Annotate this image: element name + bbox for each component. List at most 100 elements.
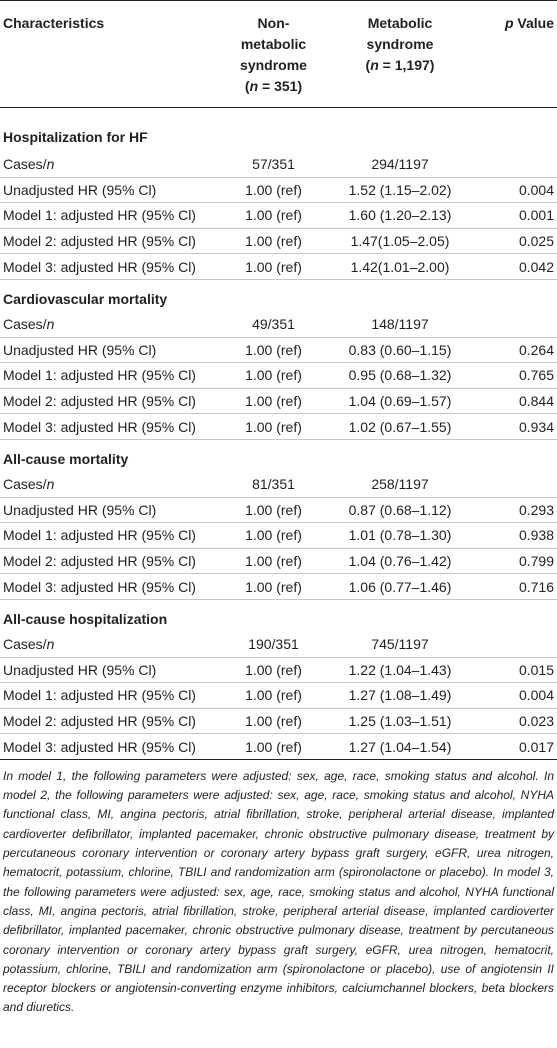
- row-label: Model 1: adjusted HR (95% Cl): [3, 687, 196, 704]
- row-label: Model 1: adjusted HR (95% Cl): [3, 527, 196, 544]
- non-metabolic-value: 57/351: [222, 152, 325, 178]
- table-row: Model 1: adjusted HR (95% Cl) 1.00 (ref) 1…: [0, 522, 557, 549]
- row-label: Cases/: [3, 156, 47, 173]
- non-metabolic-value: 1.00 (ref): [222, 337, 325, 364]
- header-non-metabolic-n-open: (: [244, 78, 250, 94]
- non-metabolic-value: 1.00 (ref): [222, 733, 325, 760]
- table-row: Model 2: adjusted HR (95% Cl) 1.00 (ref) 1…: [0, 548, 557, 575]
- header-p-value-label: Value: [513, 15, 554, 31]
- row-label-cell: Model 1: adjusted HR (95% Cl): [0, 682, 222, 709]
- row-label: Cases/: [3, 476, 47, 493]
- metabolic-value: 0.95 (0.68–1.32): [325, 362, 475, 389]
- p-value: 0.004: [475, 682, 557, 709]
- p-value: 0.023: [475, 708, 557, 735]
- table-row: Unadjusted HR (95% Cl) 1.00 (ref) 0.87 (0.…: [0, 497, 557, 524]
- table-row: Model 3: adjusted HR (95% Cl) 1.00 (ref) 1…: [0, 253, 557, 280]
- table-row: Cases/n 57/351 294/1197: [0, 152, 557, 178]
- row-label-cell: Cases/n: [0, 471, 222, 498]
- row-label-cell: Model 3: adjusted HR (95% Cl): [0, 413, 222, 440]
- row-label-cell: Model 2: adjusted HR (95% Cl): [0, 228, 222, 255]
- p-value: 0.844: [475, 388, 557, 415]
- non-metabolic-value: 1.00 (ref): [222, 573, 325, 600]
- row-label: Unadjusted HR (95% Cl): [3, 341, 157, 358]
- header-non-metabolic-line2: metabolic: [240, 36, 307, 52]
- table-row: Model 2: adjusted HR (95% Cl) 1.00 (ref) 1…: [0, 228, 557, 255]
- section-header-row: Hospitalization for HF: [0, 108, 557, 153]
- row-label-cell: Model 3: adjusted HR (95% Cl): [0, 573, 222, 600]
- non-metabolic-value: 81/351: [222, 471, 325, 498]
- section-title: All-cause mortality: [3, 450, 129, 467]
- header-p-value: p Value: [475, 0, 557, 108]
- table-row: Model 1: adjusted HR (95% Cl) 1.00 (ref) 1…: [0, 202, 557, 229]
- p-value: [475, 471, 557, 498]
- table-row: Model 3: adjusted HR (95% Cl) 1.00 (ref) 1…: [0, 573, 557, 600]
- table-header: Characteristics Non- metabolic syndrome …: [0, 0, 557, 108]
- row-label-cell: Unadjusted HR (95% Cl): [0, 497, 222, 524]
- section-title: Cardiovascular mortality: [3, 290, 168, 307]
- non-metabolic-value: 1.00 (ref): [222, 253, 325, 280]
- metabolic-value: 0.87 (0.68–1.12): [325, 497, 475, 524]
- table-body: Hospitalization for HF Cases/n 57/351 294/1…: [0, 108, 557, 760]
- header-p-italic: p: [504, 15, 514, 31]
- row-label: Model 2: adjusted HR (95% Cl): [3, 553, 196, 570]
- p-value: [475, 152, 557, 178]
- non-metabolic-value: 1.00 (ref): [222, 228, 325, 255]
- header-metabolic-line1: Metabolic: [367, 15, 433, 31]
- row-label-cell: Model 1: adjusted HR (95% Cl): [0, 522, 222, 549]
- row-label: Cases/: [3, 636, 47, 653]
- metabolic-value: 1.02 (0.67–1.55): [325, 413, 475, 440]
- metabolic-value: 1.01 (0.78–1.30): [325, 522, 475, 549]
- row-label: Model 3: adjusted HR (95% Cl): [3, 738, 196, 755]
- p-value: 0.716: [475, 573, 557, 600]
- metabolic-value: 1.60 (1.20–2.13): [325, 202, 475, 229]
- header-metabolic-n-open: (: [365, 57, 371, 73]
- metabolic-value: 1.27 (1.08–1.49): [325, 682, 475, 709]
- header-non-metabolic-line1: Non-: [257, 15, 290, 31]
- metabolic-value: 1.47(1.05–2.05): [325, 228, 475, 255]
- header-non-metabolic-line3: syndrome: [240, 57, 307, 73]
- p-value: 0.765: [475, 362, 557, 389]
- non-metabolic-value: 1.00 (ref): [222, 362, 325, 389]
- section-title: All-cause hospitalization: [3, 610, 168, 627]
- non-metabolic-value: 1.00 (ref): [222, 708, 325, 735]
- header-metabolic-n-value: = 1,197): [378, 57, 435, 73]
- row-label: Unadjusted HR (95% Cl): [3, 501, 157, 518]
- header-characteristics: Characteristics: [0, 0, 222, 108]
- metabolic-value: 294/1197: [325, 152, 475, 178]
- p-value: 0.004: [475, 177, 557, 204]
- row-label: Model 1: adjusted HR (95% Cl): [3, 367, 196, 384]
- p-value: [475, 311, 557, 338]
- p-value: 0.264: [475, 337, 557, 364]
- results-table-container: Characteristics Non- metabolic syndrome …: [0, 0, 557, 1014]
- p-value: [475, 631, 557, 658]
- p-value: 0.001: [475, 202, 557, 229]
- row-label-cell: Unadjusted HR (95% Cl): [0, 657, 222, 684]
- row-label-italic: n: [46, 476, 55, 493]
- table-row: Model 1: adjusted HR (95% Cl) 1.00 (ref) 0…: [0, 362, 557, 389]
- metabolic-value: 1.22 (1.04–1.43): [325, 657, 475, 684]
- section-header-row: Cardiovascular mortality: [0, 279, 557, 312]
- table-row: Model 3: adjusted HR (95% Cl) 1.00 (ref) 1…: [0, 413, 557, 440]
- table-row: Model 2: adjusted HR (95% Cl) 1.00 (ref) 1…: [0, 388, 557, 415]
- p-value: 0.017: [475, 733, 557, 760]
- p-value: 0.799: [475, 548, 557, 575]
- row-label: Model 2: adjusted HR (95% Cl): [3, 233, 196, 250]
- table-row: Cases/n 49/351 148/1197: [0, 311, 557, 338]
- row-label-cell: Unadjusted HR (95% Cl): [0, 177, 222, 204]
- row-label-cell: Model 1: adjusted HR (95% Cl): [0, 362, 222, 389]
- row-label-cell: Unadjusted HR (95% Cl): [0, 337, 222, 364]
- hazard-ratio-table: Characteristics Non- metabolic syndrome …: [0, 0, 557, 760]
- p-value: 0.042: [475, 253, 557, 280]
- row-label: Model 2: adjusted HR (95% Cl): [3, 712, 196, 729]
- non-metabolic-value: 49/351: [222, 311, 325, 338]
- metabolic-value: 1.06 (0.77–1.46): [325, 573, 475, 600]
- row-label-cell: Model 2: adjusted HR (95% Cl): [0, 708, 222, 735]
- header-characteristics-label: Characteristics: [3, 15, 105, 31]
- row-label: Model 3: adjusted HR (95% Cl): [3, 578, 196, 595]
- metabolic-value: 0.83 (0.60–1.15): [325, 337, 475, 364]
- p-value: 0.293: [475, 497, 557, 524]
- row-label-italic: n: [46, 636, 55, 653]
- header-row: Characteristics Non- metabolic syndrome …: [0, 0, 557, 108]
- row-label-cell: Model 2: adjusted HR (95% Cl): [0, 548, 222, 575]
- row-label-cell: Cases/n: [0, 152, 222, 178]
